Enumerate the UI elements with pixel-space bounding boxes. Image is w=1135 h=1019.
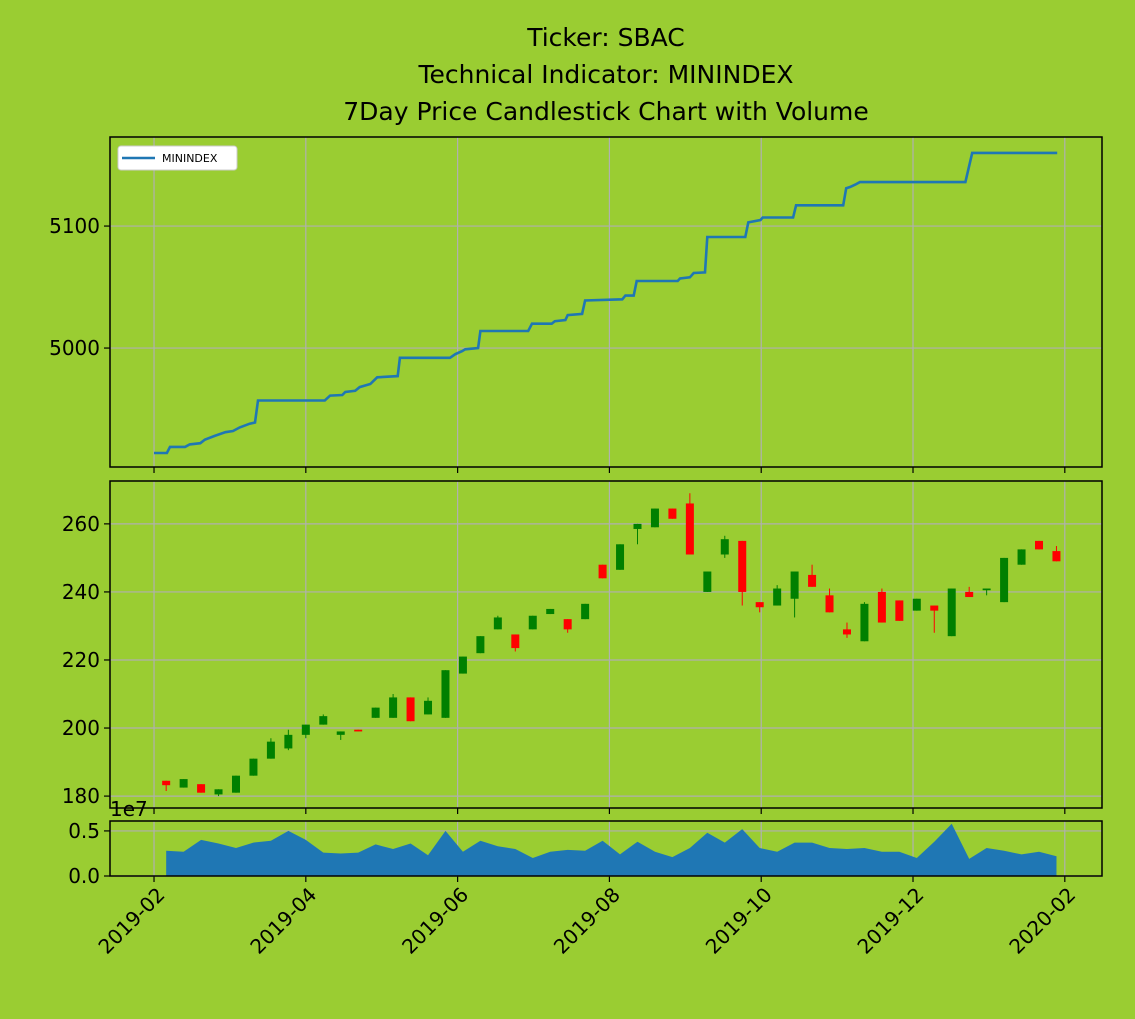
candle-body — [476, 636, 485, 654]
legend-label: MININDEX — [162, 152, 218, 165]
candle-body — [633, 523, 642, 529]
candle-body — [354, 729, 363, 732]
legend-box — [117, 145, 238, 171]
candle-body — [930, 605, 939, 611]
candle-body — [668, 508, 677, 519]
candle-body — [214, 789, 223, 795]
axes-frame — [109, 136, 1103, 468]
candle-body — [842, 629, 851, 635]
candle-body — [424, 700, 433, 715]
candle-body — [179, 779, 188, 788]
candle-body — [685, 503, 694, 555]
candle-body — [703, 571, 712, 592]
candle-body — [581, 603, 590, 620]
candle-body — [511, 634, 520, 649]
title-line: 7Day Price Candlestick Chart with Volume — [343, 97, 869, 126]
candle-body — [319, 716, 328, 725]
candle-body — [912, 598, 921, 611]
volume-area — [166, 823, 1057, 876]
candle-body — [231, 775, 240, 793]
candle-body — [1052, 551, 1061, 562]
x-tick-label: 2019-12 — [852, 883, 928, 959]
candle-body — [406, 697, 415, 722]
candle-body — [720, 539, 729, 555]
candle-body — [528, 615, 537, 630]
candle-body — [738, 540, 747, 592]
candle-body — [895, 600, 904, 621]
candle-body — [546, 608, 555, 615]
candle-body — [808, 574, 817, 587]
candle-body — [441, 670, 450, 718]
axis-offset: 1e7 — [110, 797, 148, 821]
title-line: Ticker: SBAC — [526, 23, 685, 52]
y-tick-label: 220 — [62, 648, 100, 672]
x-tick-label: 2019-08 — [549, 883, 625, 959]
y-tick-label: 200 — [62, 716, 100, 740]
candle-body — [982, 588, 991, 591]
candle-body — [266, 741, 275, 759]
candle-body — [301, 724, 310, 735]
y-tick-label: 5100 — [49, 214, 100, 238]
candle-body — [947, 588, 956, 637]
candle-body — [284, 734, 293, 749]
candle-body — [1017, 549, 1026, 565]
axes-frame — [109, 820, 1103, 877]
candle-body — [197, 784, 206, 793]
x-tick-label: 2019-02 — [93, 883, 169, 959]
x-tick-label: 2019-10 — [701, 883, 777, 959]
candle-body — [493, 617, 502, 630]
y-tick-label: 260 — [62, 512, 100, 536]
y-tick-label: 180 — [62, 784, 100, 808]
candle-body — [755, 602, 764, 608]
candle-body — [162, 780, 171, 786]
y-tick-label: 0.0 — [68, 864, 100, 888]
line-series — [154, 151, 1058, 455]
axes-frame — [109, 480, 1103, 809]
candle-body — [371, 707, 380, 718]
x-tick-label: 2020-02 — [1004, 883, 1080, 959]
candle-body — [965, 591, 974, 598]
x-tick-label: 2019-04 — [245, 883, 321, 959]
y-tick-label: 0.5 — [68, 819, 100, 843]
candle-body — [458, 656, 467, 674]
candle-body — [650, 508, 659, 528]
candle-body — [860, 603, 869, 642]
candle-body — [598, 564, 607, 579]
candle-body — [563, 619, 572, 630]
y-tick-label: 5000 — [49, 336, 100, 360]
candle-body — [389, 697, 398, 718]
title-line: Technical Indicator: MININDEX — [417, 60, 793, 89]
y-tick-label: 240 — [62, 580, 100, 604]
candle-body — [877, 591, 886, 623]
candle-body — [790, 571, 799, 599]
candle-body — [825, 595, 834, 613]
candle-body — [1000, 557, 1009, 603]
candle-body — [249, 758, 258, 776]
candle-body — [773, 588, 782, 606]
candle-body — [1035, 540, 1044, 550]
candle-body — [336, 731, 345, 735]
candle-body — [616, 544, 625, 570]
x-tick-label: 2019-06 — [397, 883, 473, 959]
